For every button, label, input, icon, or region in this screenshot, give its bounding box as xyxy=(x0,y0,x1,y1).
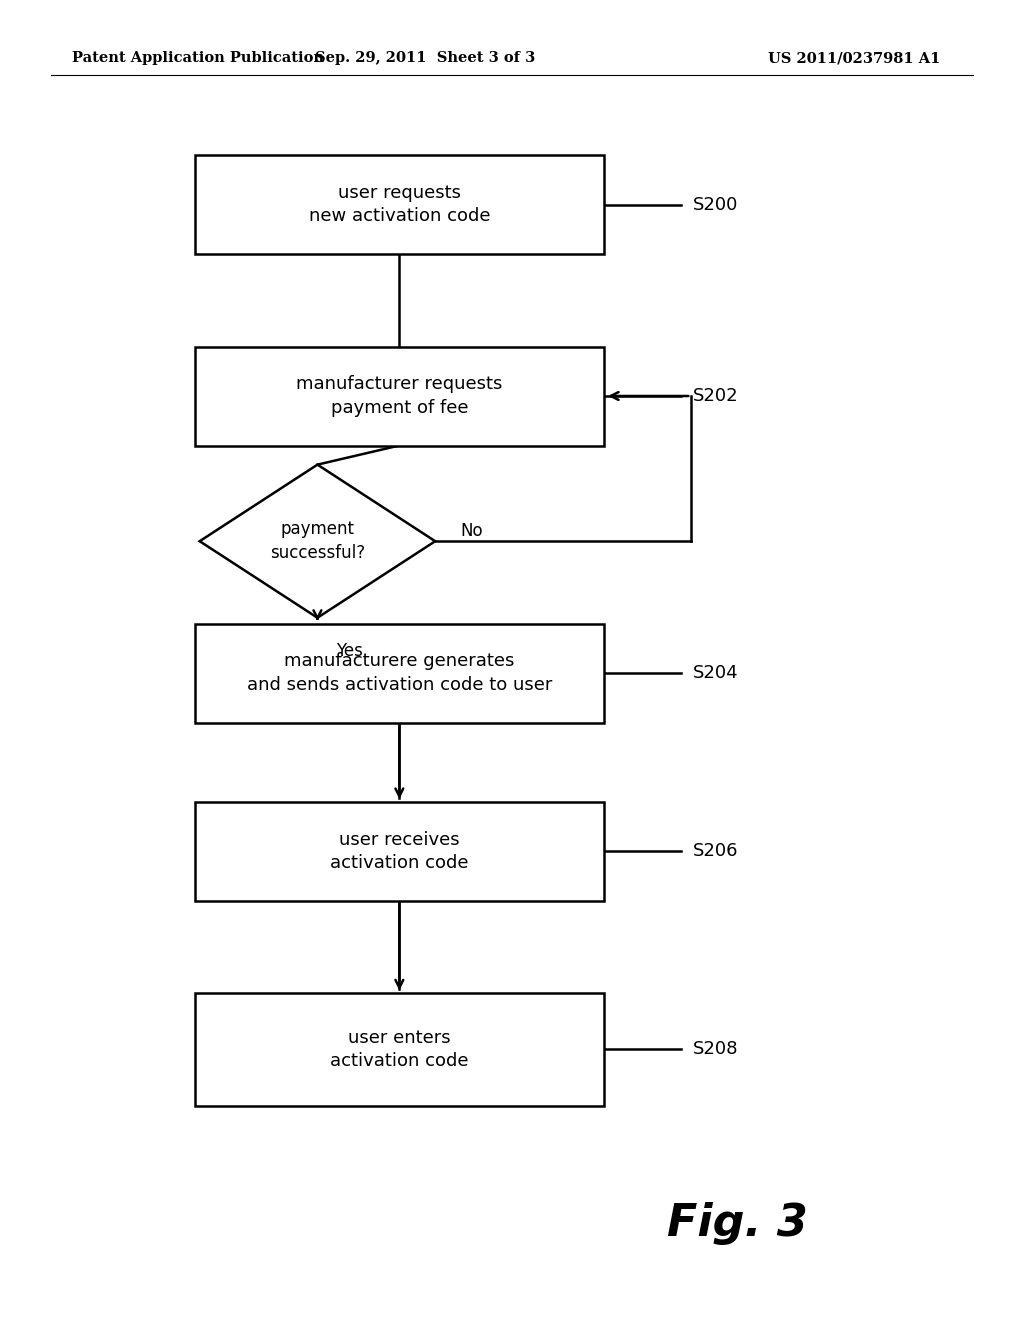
Text: manufacturere generates
and sends activation code to user: manufacturere generates and sends activa… xyxy=(247,652,552,694)
Text: S202: S202 xyxy=(693,387,739,405)
FancyBboxPatch shape xyxy=(195,156,604,253)
Text: US 2011/0237981 A1: US 2011/0237981 A1 xyxy=(768,51,940,65)
Text: user receives
activation code: user receives activation code xyxy=(330,830,469,873)
Text: Patent Application Publication: Patent Application Publication xyxy=(72,51,324,65)
FancyBboxPatch shape xyxy=(195,347,604,446)
Text: S200: S200 xyxy=(693,195,738,214)
Text: S206: S206 xyxy=(693,842,738,861)
FancyBboxPatch shape xyxy=(195,801,604,900)
Text: Sep. 29, 2011  Sheet 3 of 3: Sep. 29, 2011 Sheet 3 of 3 xyxy=(314,51,536,65)
FancyBboxPatch shape xyxy=(195,624,604,722)
Text: S208: S208 xyxy=(693,1040,738,1059)
Text: No: No xyxy=(461,521,483,540)
Text: user enters
activation code: user enters activation code xyxy=(330,1028,469,1071)
Text: manufacturer requests
payment of fee: manufacturer requests payment of fee xyxy=(296,375,503,417)
Text: S204: S204 xyxy=(693,664,739,682)
Polygon shape xyxy=(200,465,435,618)
Text: Fig. 3: Fig. 3 xyxy=(667,1203,808,1245)
Text: Yes: Yes xyxy=(336,642,362,660)
Text: payment
successful?: payment successful? xyxy=(270,520,365,562)
FancyBboxPatch shape xyxy=(195,993,604,1106)
Text: user requests
new activation code: user requests new activation code xyxy=(308,183,490,226)
